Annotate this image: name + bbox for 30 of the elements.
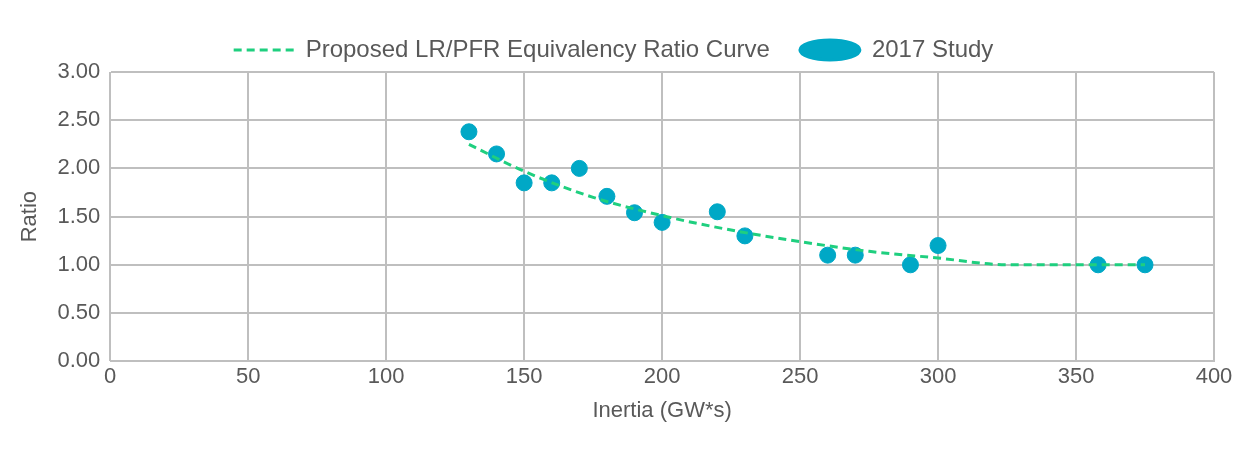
- y-tick-label: 2.50: [57, 106, 101, 132]
- point: [653, 213, 671, 231]
- legend-label: Proposed LR/PFR Equivalency Ratio Curve: [305, 34, 770, 62]
- x-axis-title: Inertia (GW*s): [592, 396, 732, 422]
- x-tick-label: 100: [367, 363, 405, 389]
- point: [570, 159, 588, 177]
- x-tick-label: 50: [235, 363, 261, 389]
- point: [901, 256, 919, 274]
- y-tick-label: 3.00: [57, 58, 101, 84]
- y-tick-label: 0.50: [57, 299, 101, 325]
- point: [460, 123, 478, 141]
- x-tick-label: 150: [505, 363, 543, 389]
- x-tick-label: 200: [643, 363, 681, 389]
- point: [1136, 256, 1154, 274]
- point: [929, 237, 947, 255]
- x-tick-label: 250: [781, 363, 819, 389]
- y-axis-title: Ratio: [16, 190, 42, 243]
- x-tick-label: 0: [104, 363, 117, 389]
- y-tick-label: 1.50: [57, 202, 101, 228]
- y-tick-label: 1.00: [57, 250, 101, 276]
- legend-label: 2017 Study: [871, 34, 994, 62]
- point: [515, 174, 533, 192]
- x-tick-label: 400: [1195, 363, 1233, 389]
- x-tick-label: 300: [919, 363, 957, 389]
- point: [846, 246, 864, 264]
- point: [708, 203, 726, 221]
- y-tick-label: 2.00: [57, 154, 101, 180]
- point: [819, 246, 837, 264]
- x-tick-label: 350: [1057, 363, 1095, 389]
- y-tick-label: 0.00: [57, 347, 101, 373]
